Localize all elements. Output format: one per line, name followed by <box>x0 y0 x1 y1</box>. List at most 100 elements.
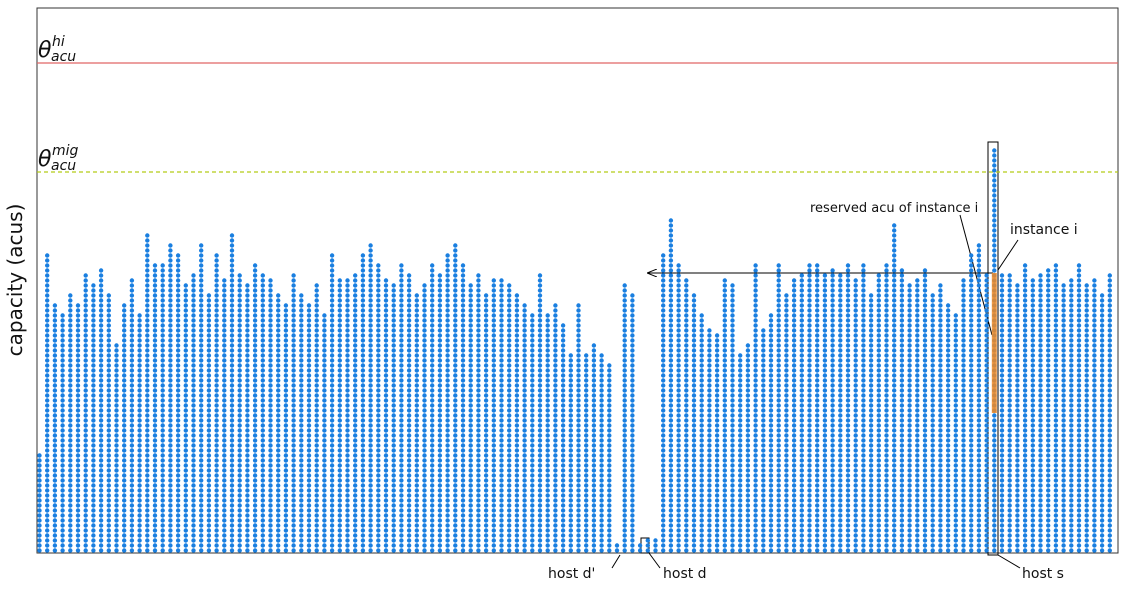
acu-dot <box>145 548 149 552</box>
acu-dot <box>253 323 257 327</box>
acu-dot <box>207 443 211 447</box>
acu-dot <box>438 403 442 407</box>
acu-dot <box>692 458 696 462</box>
acu-dot <box>676 303 680 307</box>
acu-dot <box>669 318 673 322</box>
acu-dot <box>60 548 64 552</box>
acu-dot <box>168 533 172 537</box>
acu-dot <box>669 248 673 252</box>
acu-dot <box>161 458 165 462</box>
acu-dot <box>515 448 519 452</box>
acu-dot <box>507 333 511 337</box>
acu-dot <box>723 528 727 532</box>
acu-dot <box>191 428 195 432</box>
acu-dot <box>307 398 311 402</box>
acu-dot <box>630 338 634 342</box>
acu-dot <box>68 348 72 352</box>
acu-dot <box>330 343 334 347</box>
acu-dot <box>584 388 588 392</box>
acu-dot <box>245 418 249 422</box>
acu-dot <box>569 353 573 357</box>
acu-dot <box>261 428 265 432</box>
acu-dot <box>268 398 272 402</box>
acu-dot <box>492 388 496 392</box>
acu-dot <box>669 223 673 227</box>
acu-dot <box>376 463 380 467</box>
acu-dot <box>361 323 365 327</box>
acu-dot <box>68 293 72 297</box>
acu-dot <box>484 543 488 547</box>
acu-dot <box>338 543 342 547</box>
acu-dot <box>561 453 565 457</box>
acu-dot <box>238 503 242 507</box>
acu-dot <box>492 333 496 337</box>
acu-dot <box>99 493 103 497</box>
acu-dot <box>484 473 488 477</box>
acu-dot <box>738 353 742 357</box>
acu-dot <box>415 358 419 362</box>
acu-dot <box>561 438 565 442</box>
acu-dot <box>399 543 403 547</box>
acu-dot <box>299 338 303 342</box>
acu-dot <box>546 533 550 537</box>
acu-dot <box>299 328 303 332</box>
acu-dot <box>461 338 465 342</box>
acu-dot <box>361 543 365 547</box>
acu-dot <box>315 453 319 457</box>
acu-dot <box>592 428 596 432</box>
acu-dot <box>715 423 719 427</box>
acu-dot <box>214 308 218 312</box>
acu-dot <box>707 328 711 332</box>
acu-dot <box>153 423 157 427</box>
acu-dot <box>122 428 126 432</box>
acu-dot <box>453 478 457 482</box>
acu-dot <box>84 348 88 352</box>
acu-dot <box>499 473 503 477</box>
acu-dot <box>438 363 442 367</box>
acu-dot <box>122 528 126 532</box>
acu-dot <box>191 443 195 447</box>
acu-dot <box>445 258 449 262</box>
acu-dot <box>469 433 473 437</box>
acu-dot <box>438 508 442 512</box>
acu-dot <box>238 413 242 417</box>
acu-dot <box>692 433 696 437</box>
acu-dot <box>268 453 272 457</box>
acu-dot <box>253 393 257 397</box>
acu-dot <box>338 328 342 332</box>
acu-dot <box>291 283 295 287</box>
acu-dot <box>399 503 403 507</box>
acu-dot <box>538 273 542 277</box>
acu-dot <box>415 433 419 437</box>
acu-dot <box>238 288 242 292</box>
acu-dot <box>376 283 380 287</box>
acu-dot <box>84 443 88 447</box>
acu-dot <box>361 268 365 272</box>
acu-dot <box>122 508 126 512</box>
acu-dot <box>345 298 349 302</box>
acu-dot <box>161 483 165 487</box>
acu-dot <box>161 313 165 317</box>
acu-dot <box>669 528 673 532</box>
acu-dot <box>561 548 565 552</box>
acu-dot <box>461 303 465 307</box>
acu-dot <box>76 398 80 402</box>
acu-dot <box>107 308 111 312</box>
acu-dot <box>99 413 103 417</box>
acu-dot <box>307 368 311 372</box>
acu-dot <box>238 418 242 422</box>
acu-dot <box>430 413 434 417</box>
acu-dot <box>623 338 627 342</box>
acu-dot <box>338 533 342 537</box>
acu-dot <box>623 373 627 377</box>
acu-dot <box>399 313 403 317</box>
acu-dot <box>168 383 172 387</box>
acu-dot <box>476 493 480 497</box>
acu-dot <box>661 388 665 392</box>
acu-dot <box>91 438 95 442</box>
acu-dot <box>91 388 95 392</box>
acu-dot <box>584 403 588 407</box>
acu-dot <box>484 423 488 427</box>
acu-dot <box>268 393 272 397</box>
acu-dot <box>315 353 319 357</box>
